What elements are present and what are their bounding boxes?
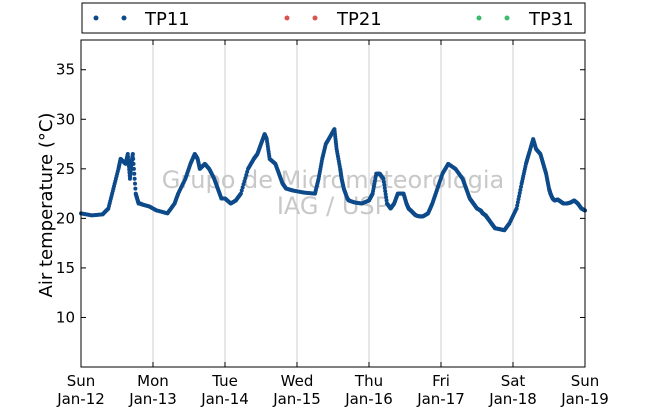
x-tick-label-day: Fri <box>432 372 450 390</box>
data-point-interp-tp11 <box>131 156 136 161</box>
data-point-interp-tp11 <box>384 198 389 203</box>
x-tick-label-day: Mon <box>137 372 169 390</box>
data-point-interp-tp11 <box>242 179 247 184</box>
data-point-interp-tp11 <box>132 176 137 181</box>
y-tick-label: 10 <box>56 308 75 326</box>
legend-entry-tp31: TP31 <box>476 9 574 30</box>
data-point-interp-tp11 <box>131 166 136 171</box>
x-tick-label-day: Tue <box>211 372 238 390</box>
data-point-interp-tp11 <box>132 171 137 176</box>
x-axis-ticks: SunJan-12MonJan-13TueJan-14WedJan-15ThuJ… <box>56 40 609 408</box>
data-point-interp-tp11 <box>517 190 522 195</box>
y-tick-label: 30 <box>56 110 75 128</box>
legend-label-tp31: TP31 <box>528 9 574 30</box>
data-points <box>79 127 587 233</box>
data-point-interp-tp11 <box>126 158 131 163</box>
data-point-interp-tp11 <box>516 197 521 202</box>
plot-area: Grupo de Micrometeorologia IAG / USP 101… <box>56 39 609 408</box>
data-point-interp-tp11 <box>131 161 136 166</box>
data-point-tp11 <box>125 151 130 156</box>
data-point-interp-tp11 <box>382 182 387 187</box>
data-point-interp-tp11 <box>519 184 524 189</box>
legend-marker-tp31-b <box>504 15 510 21</box>
x-tick-label-day: Sun <box>571 372 600 390</box>
legend-marker-tp21-a <box>284 15 290 21</box>
y-tick-label: 20 <box>56 209 75 227</box>
x-tick-label-date: Jan-12 <box>56 390 105 408</box>
x-tick-label-day: Sun <box>67 372 96 390</box>
y-tick-label: 15 <box>56 259 75 277</box>
x-tick-label-date: Jan-18 <box>488 390 537 408</box>
data-point-interp-tp11 <box>243 176 248 181</box>
data-point-tp11 <box>130 151 135 156</box>
x-tick-label-date: Jan-14 <box>200 390 249 408</box>
x-tick-label-date: Jan-16 <box>344 390 393 408</box>
legend-marker-tp11-b <box>121 15 127 21</box>
x-tick-label-date: Jan-19 <box>560 390 609 408</box>
data-point-interp-tp11 <box>133 186 138 191</box>
data-point-interp-tp11 <box>240 185 245 190</box>
plot-border <box>80 39 586 368</box>
x-tick-label-day: Thu <box>354 372 383 390</box>
y-axis-label: Air temperature (°C) <box>36 113 57 298</box>
data-point-interp-tp11 <box>241 182 246 187</box>
legend-label-tp11: TP11 <box>144 9 190 30</box>
legend-marker-tp31-a <box>476 15 482 21</box>
data-point-interp-tp11 <box>384 195 389 200</box>
plot-frame <box>81 40 585 367</box>
x-tick-label-date: Jan-15 <box>272 390 321 408</box>
x-tick-label-day: Wed <box>281 372 314 390</box>
data-point-interp-tp11 <box>381 179 386 184</box>
data-point-interp-tp11 <box>518 187 523 192</box>
legend-entry-tp11: TP11 <box>93 9 190 30</box>
data-point-interp-tp11 <box>126 155 131 160</box>
data-point-interp-tp11 <box>244 173 249 178</box>
legend-marker-tp21-b <box>312 15 318 21</box>
legend-box <box>81 2 586 34</box>
x-tick-label-date: Jan-17 <box>416 390 465 408</box>
grid-lines <box>152 40 514 367</box>
legend-marker-tp11-a <box>93 15 99 21</box>
legend-label-tp21: TP21 <box>336 9 382 30</box>
data-point-tp11 <box>514 206 519 211</box>
data-point-tp11 <box>238 191 243 196</box>
x-tick-label-date: Jan-13 <box>128 390 177 408</box>
legend-entry-tp21: TP21 <box>284 9 382 30</box>
legend: TP11 TP21 TP31 <box>81 2 586 34</box>
y-tick-label: 35 <box>56 61 75 79</box>
data-point-interp-tp11 <box>517 194 522 199</box>
y-axis-ticks: 10 15 20 25 30 35 <box>56 61 585 326</box>
data-point-interp-tp11 <box>239 188 244 193</box>
x-tick-label-day: Sat <box>501 372 526 390</box>
data-point-tp11 <box>381 176 386 181</box>
data-point-interp-tp11 <box>133 181 137 186</box>
data-point-interp-tp11 <box>245 169 250 174</box>
data-point-interp-tp11 <box>382 186 387 191</box>
data-point-interp-tp11 <box>383 192 388 197</box>
data-point-interp-tp11 <box>515 203 520 208</box>
y-tick-label: 25 <box>56 160 75 178</box>
data-point-interp-tp11 <box>515 200 520 205</box>
data-point-interp-tp11 <box>383 189 388 194</box>
